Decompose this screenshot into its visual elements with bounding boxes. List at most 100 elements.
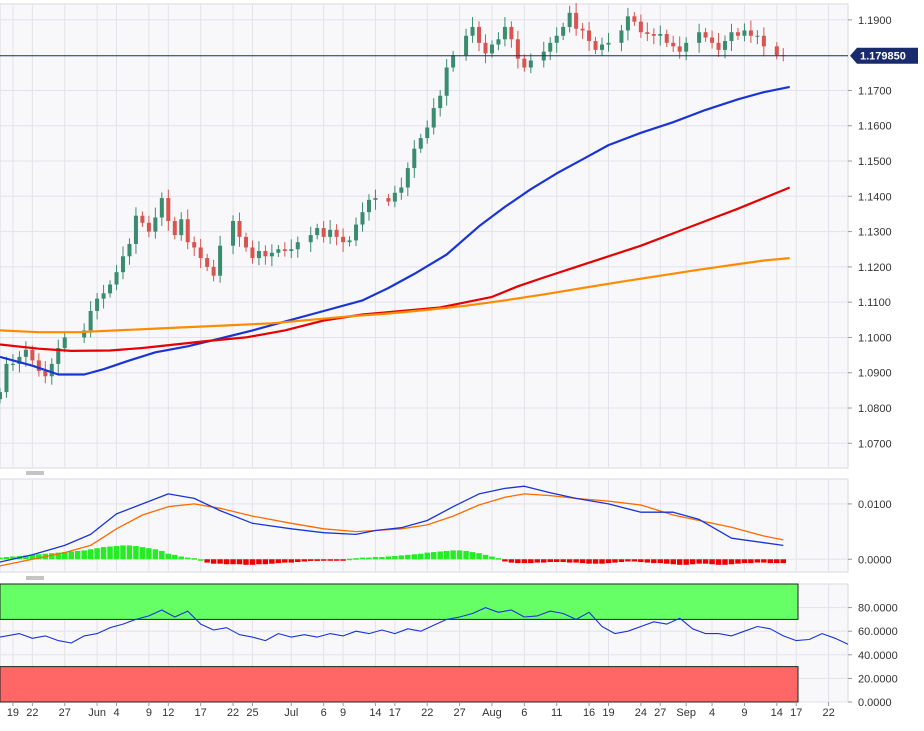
macd-histogram-bar-negative — [754, 559, 761, 563]
macd-histogram-bar-positive — [405, 554, 411, 560]
macd-axis-tick-label: 0.0000 — [858, 554, 892, 566]
x-tick-label: 27 — [654, 707, 666, 719]
x-tick-label: 9 — [340, 707, 346, 719]
rsi-axis-tick-label: 60.0000 — [858, 626, 898, 638]
macd-histogram-bar-positive — [139, 547, 146, 560]
macd-histogram-bar-positive — [10, 556, 16, 560]
candle-down — [677, 46, 682, 52]
candle-down — [509, 26, 514, 40]
candle-down — [515, 39, 520, 59]
x-tick-label: Jul — [284, 707, 298, 719]
candle-up — [697, 32, 702, 43]
macd-histogram-bar-negative — [521, 559, 528, 564]
price-axis-tick-label: 1.0900 — [858, 368, 892, 380]
macd-histogram-bar-negative — [515, 559, 521, 564]
candle-up — [729, 32, 734, 42]
macd-histogram-bar-positive — [366, 557, 372, 560]
macd-histogram-bar-negative — [547, 559, 553, 563]
macd-histogram-bar-positive — [482, 554, 489, 560]
macd-histogram-bar-negative — [553, 559, 560, 563]
candle-up — [548, 42, 553, 52]
macd-histogram-bar-positive — [184, 557, 191, 560]
macd-histogram-bar-negative — [288, 559, 295, 563]
macd-histogram-bar-negative — [676, 559, 683, 565]
candle-down — [172, 221, 177, 236]
candle-up — [308, 235, 313, 243]
macd-histogram-bar-negative — [663, 559, 670, 564]
candle-up — [295, 242, 300, 250]
candle-down — [483, 42, 488, 54]
candle-up — [153, 217, 158, 232]
candle-up — [276, 249, 281, 253]
macd-histogram-bar-positive — [100, 547, 107, 560]
x-tick-label: 27 — [59, 707, 71, 719]
candle-up — [4, 363, 9, 393]
x-tick-label: 11 — [551, 707, 562, 719]
macd-histogram-bar-negative — [599, 559, 605, 564]
candle-up — [489, 44, 494, 54]
price-axis-tick-label: 1.1500 — [858, 156, 892, 168]
price-axis-tick-label: 1.0800 — [858, 403, 892, 415]
x-tick-label: 6 — [321, 707, 327, 719]
candle-up — [82, 330, 87, 338]
x-tick-label: 24 — [635, 707, 647, 719]
candle-up — [438, 95, 443, 109]
price-axis-tick-label: 1.1000 — [858, 332, 892, 344]
macd-histogram-bar-negative — [722, 559, 728, 565]
macd-histogram-bar-negative — [340, 559, 346, 561]
candle-up — [95, 298, 100, 311]
candle-up — [658, 33, 663, 36]
macd-histogram-bar-negative — [774, 559, 780, 564]
candle-up — [561, 26, 566, 36]
macd-histogram-bar-positive — [81, 550, 87, 560]
candle-up — [133, 215, 138, 244]
macd-histogram-bar-negative — [767, 559, 774, 564]
candle-down — [334, 229, 339, 237]
candle-up — [470, 26, 475, 36]
candle-up — [269, 252, 274, 257]
candle-down — [580, 28, 585, 31]
macd-histogram-bar-positive — [476, 553, 482, 560]
macd-histogram-bar-positive — [450, 550, 456, 560]
candle-up — [315, 228, 320, 236]
candle-down — [166, 198, 171, 222]
price-axis-tick-label: 1.1900 — [858, 15, 892, 27]
macd-histogram-bar-positive — [372, 557, 379, 560]
candle-up — [600, 44, 605, 50]
price-axis-tick-label: 1.1100 — [858, 297, 891, 309]
candle-down — [703, 32, 708, 38]
rsi-axis-tick-label: 80.0000 — [858, 603, 898, 615]
macd-histogram-bar-positive — [55, 552, 62, 560]
macd-histogram-bar-positive — [49, 553, 55, 560]
macd-histogram-bar-positive — [165, 553, 172, 560]
x-tick-label: Jun — [88, 707, 106, 719]
macd-histogram-bar-positive — [68, 551, 74, 560]
x-tick-label: Sep — [676, 707, 696, 719]
macd-histogram-bar-positive — [178, 556, 185, 560]
candle-up — [528, 60, 533, 68]
x-tick-label: 19 — [7, 707, 19, 719]
x-tick-label: 17 — [195, 707, 207, 719]
x-tick-label: 19 — [602, 707, 614, 719]
macd-histogram-bar-negative — [625, 559, 631, 562]
x-axis: 19 22 27 Jun 4 9 12 17 22 25 Jul 6 9 14 17 22 27 Aug 6 11 16… — [7, 702, 835, 719]
candle-up — [127, 243, 132, 257]
macd-histogram-bar-positive — [379, 557, 385, 560]
macd-histogram-bar-positive — [353, 558, 359, 560]
macd-histogram-bar-negative — [534, 559, 541, 563]
x-tick-label: 25 — [246, 707, 258, 719]
macd-histogram-bar-positive — [495, 558, 502, 560]
x-tick-label: 14 — [369, 707, 381, 719]
candle-up — [179, 219, 184, 236]
candle-up — [101, 293, 106, 299]
macd-histogram-bar-positive — [398, 555, 405, 560]
current-price-label: 1.179850 — [860, 51, 906, 63]
macd-histogram-bar-negative — [748, 559, 754, 564]
rsi-overbought-zone — [0, 583, 799, 620]
macd-histogram-bar-negative — [301, 559, 307, 562]
candle-down — [243, 236, 248, 248]
macd-histogram-bar-negative — [262, 559, 269, 565]
candle-up — [108, 284, 113, 294]
